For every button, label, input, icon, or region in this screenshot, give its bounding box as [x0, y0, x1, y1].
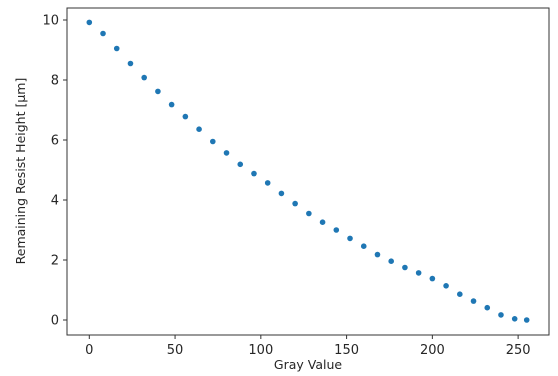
data-point	[264, 180, 271, 186]
data-point	[100, 30, 106, 37]
data-point	[210, 138, 216, 145]
x-tick-label: 200	[420, 343, 445, 358]
data-point	[113, 45, 120, 52]
x-axis-label: Gray Value	[274, 357, 342, 372]
y-tick-label: 10	[42, 14, 59, 29]
data-point	[251, 170, 257, 177]
y-axis: 0 2 4 6 8 10	[42, 14, 67, 329]
plot-area-frame	[66, 7, 550, 336]
data-point	[484, 304, 491, 311]
data-point	[319, 219, 326, 225]
data-point	[306, 210, 312, 217]
data-point	[415, 270, 422, 276]
data-point	[457, 291, 463, 298]
data-point	[360, 243, 367, 249]
data-point	[374, 251, 381, 258]
data-point	[86, 19, 93, 26]
data-point	[523, 317, 530, 323]
y-tick-label: 6	[51, 134, 59, 149]
y-tick-label: 2	[51, 254, 59, 269]
x-tick-label: 50	[167, 343, 184, 358]
data-point	[498, 312, 504, 318]
y-axis-label: Remaining Resist Height [µm]	[13, 78, 28, 265]
y-tick-label: 0	[51, 314, 59, 329]
data-point	[237, 161, 244, 168]
data-point	[402, 264, 408, 271]
x-tick-label: 250	[506, 343, 531, 358]
data-point	[168, 101, 175, 108]
x-axis: 0 50 100 150 200 250	[85, 335, 531, 358]
x-tick-label: 150	[334, 343, 359, 358]
data-point	[429, 275, 436, 282]
x-tick-label: 100	[248, 343, 273, 358]
data-point	[388, 258, 394, 265]
data-point	[182, 113, 189, 120]
y-tick-label: 8	[51, 74, 59, 89]
data-point	[196, 126, 202, 132]
y-tick-label: 4	[51, 194, 59, 209]
data-point	[292, 200, 298, 207]
x-tick-label: 0	[85, 343, 93, 358]
data-point	[333, 227, 340, 233]
data-point	[443, 283, 449, 289]
data-points	[86, 19, 530, 323]
data-point	[511, 316, 518, 322]
data-point	[278, 190, 285, 197]
data-point	[347, 235, 353, 242]
data-point	[155, 88, 161, 95]
data-point	[127, 60, 134, 67]
data-point	[470, 298, 477, 304]
data-point	[223, 150, 230, 156]
data-point	[141, 74, 147, 81]
